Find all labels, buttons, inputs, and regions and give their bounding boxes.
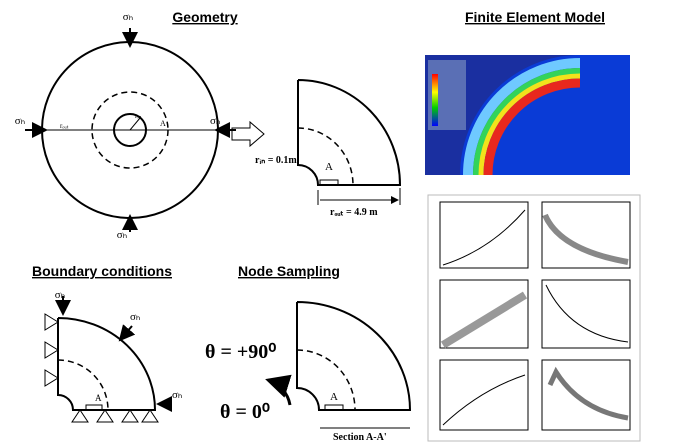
heading: Finite Element Model: [465, 9, 605, 25]
angle-label: θ = 0⁰: [220, 401, 270, 423]
fe-model: [425, 55, 630, 175]
angle-label: θ = +90⁰: [205, 341, 276, 363]
section-label: Section A-A': [333, 432, 387, 443]
quarter-model: rᵢₙ = 0.1m rₒᵤₜ = 4.9 m A: [255, 80, 400, 218]
boundary-model: σₕ σₕ σₕ A: [45, 289, 182, 422]
heading: Node Sampling: [238, 263, 340, 279]
geometry-circle: σₕ σₕ σₕ σₕ rₒᵤₜ rᵢₙ A: [15, 11, 236, 241]
stress-label: σₕ: [210, 115, 220, 127]
stress-label: σₕ: [117, 229, 127, 241]
transform-arrow: [232, 122, 264, 146]
dimension-label: rₒᵤₜ = 4.9 m: [330, 207, 378, 218]
stress-label: σₕ: [172, 389, 182, 401]
heading: Geometry: [172, 9, 238, 25]
stress-label: σₕ: [55, 289, 65, 301]
stress-label: σₕ: [130, 311, 140, 323]
heading: Boundary conditions: [32, 263, 172, 279]
dimension-label: rᵢₙ = 0.1m: [255, 155, 297, 166]
point-label: A: [95, 393, 102, 403]
result-plots: [428, 195, 640, 441]
point-label: A: [160, 119, 166, 128]
figure: Geometry Finite Element Model Boundary c…: [0, 0, 678, 444]
point-label: A: [325, 161, 333, 173]
stress-label: σₕ: [123, 11, 133, 23]
stress-label: σₕ: [15, 115, 25, 127]
radius-label: rₒᵤₜ: [60, 122, 69, 130]
sampling-model: θ = +90⁰ θ = 0⁰ Section A-A' A: [205, 302, 410, 443]
radius-label: rᵢₙ: [135, 112, 141, 120]
point-label: A: [330, 391, 338, 403]
